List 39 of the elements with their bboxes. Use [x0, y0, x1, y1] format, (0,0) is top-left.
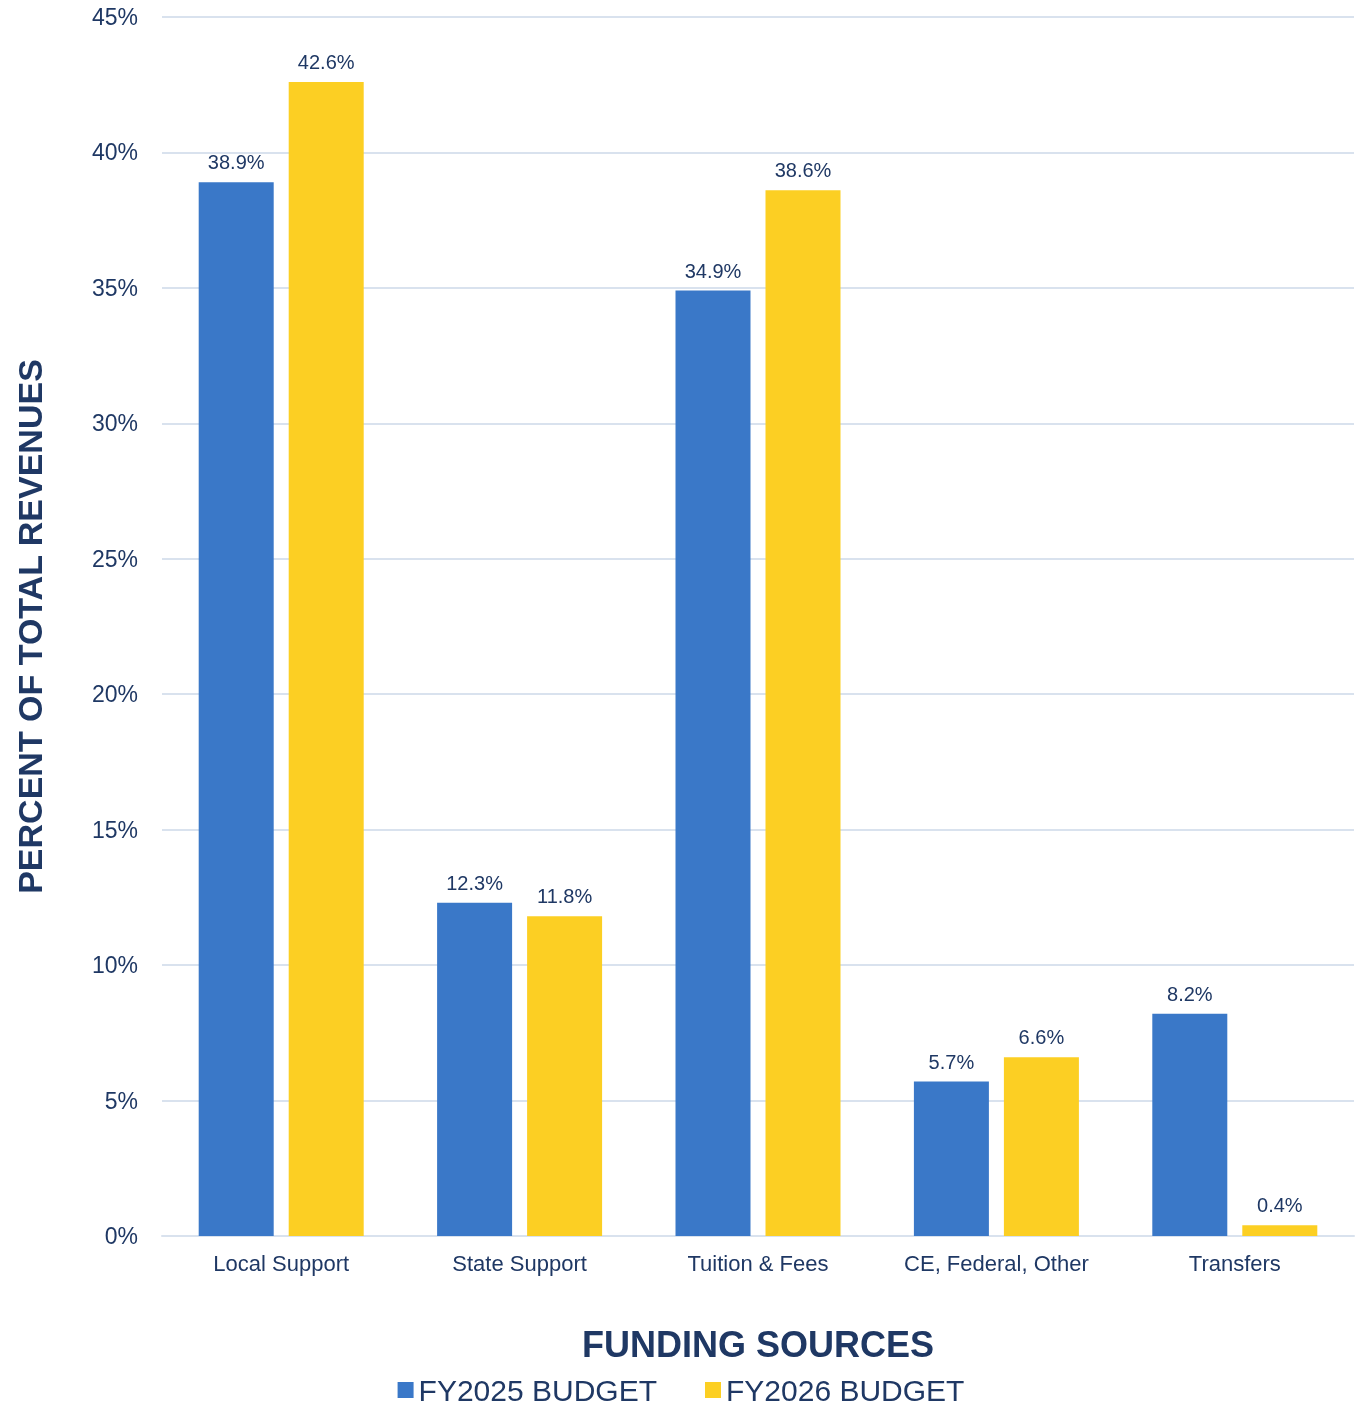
legend-label: FY2025 BUDGET	[418, 1373, 657, 1407]
bar	[1242, 1225, 1318, 1236]
bar	[527, 916, 603, 1236]
y-tick-label: 10%	[91, 952, 138, 979]
y-tick-label: 30%	[91, 410, 138, 437]
y-tick-label: 0%	[104, 1223, 138, 1249]
legend-label: FY2026 BUDGET	[726, 1373, 965, 1407]
x-tick-label: Transfers	[1188, 1250, 1281, 1276]
data-label: 8.2%	[1167, 982, 1213, 1005]
y-axis-title: PERCENT OF TOTAL REVENUES	[11, 359, 49, 894]
data-label: 0.4%	[1257, 1194, 1303, 1217]
data-label: 34.9%	[684, 259, 742, 282]
bar	[1003, 1057, 1079, 1236]
bar	[913, 1081, 989, 1236]
bar	[288, 82, 364, 1236]
y-tick-label: 45%	[91, 4, 138, 30]
data-label: 11.8%	[536, 885, 593, 908]
y-tick-label: 15%	[91, 816, 138, 843]
x-tick-label: Local Support	[213, 1250, 350, 1276]
bar	[198, 182, 274, 1236]
x-tick-label: CE, Federal, Other	[904, 1250, 1089, 1276]
data-label: 5.7%	[928, 1050, 975, 1073]
data-label: 6.6%	[1018, 1026, 1065, 1049]
bar	[1152, 1013, 1228, 1236]
data-label: 42.6%	[297, 51, 355, 74]
bar	[765, 190, 841, 1236]
y-tick-label: 40%	[91, 139, 138, 166]
x-tick-label: Tuition & Fees	[687, 1250, 829, 1276]
x-tick-label: State Support	[452, 1250, 587, 1276]
data-label: 38.9%	[207, 151, 265, 174]
data-label: 38.6%	[774, 159, 832, 182]
y-tick-label: 5%	[104, 1087, 138, 1114]
x-axis-title: FUNDING SOURCES	[581, 1323, 935, 1365]
data-label: 12.3%	[446, 871, 504, 894]
bar	[437, 902, 513, 1236]
y-tick-label: 25%	[91, 545, 138, 572]
y-tick-label: 20%	[91, 681, 138, 708]
y-tick-label: 35%	[91, 274, 138, 301]
bar	[675, 290, 751, 1236]
